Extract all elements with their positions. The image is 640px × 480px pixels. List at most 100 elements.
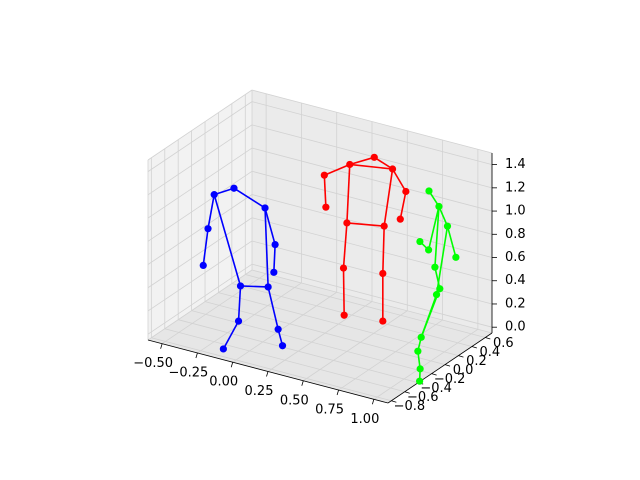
z-tick-label: 0.2	[505, 296, 526, 311]
joint-point	[320, 171, 328, 179]
grid-line-y-floor	[218, 292, 459, 356]
y-tick-label: 0.2	[466, 354, 487, 369]
joint-point	[271, 240, 279, 249]
bone-line	[233, 187, 266, 209]
joint-point	[425, 187, 433, 195]
x-tick-mark	[371, 399, 375, 405]
joint-point	[431, 263, 439, 271]
bone-line	[373, 156, 393, 170]
y-tick-mark	[404, 391, 410, 394]
joint-point	[443, 222, 452, 230]
joint-point	[416, 377, 424, 385]
bone-line	[323, 175, 327, 208]
joint-point	[230, 184, 238, 192]
y-tick-label: 0.0	[453, 363, 474, 378]
joint-point	[322, 203, 330, 211]
pane-edge	[147, 89, 253, 161]
x-tick-label: 0.00	[209, 375, 238, 390]
y-tick-label: −0.8	[394, 399, 426, 414]
joint-point	[379, 317, 387, 325]
x-tick-label: −0.50	[133, 356, 173, 371]
grid-line-x-floor	[197, 282, 302, 354]
bone-line	[264, 207, 276, 245]
grid-line-y-floor	[204, 301, 446, 365]
skeleton-1	[199, 184, 287, 353]
grid-line-z-left	[147, 194, 253, 265]
grid-line-x-floor	[232, 291, 337, 363]
z-tick-label: 0.4	[505, 273, 526, 288]
tick-labels: −0.50−0.250.000.250.500.751.00−0.8−0.6−0…	[133, 157, 525, 427]
bone-line	[324, 163, 351, 176]
x-tick-label: −0.25	[168, 365, 208, 380]
joint-point	[424, 246, 433, 254]
bone-line	[446, 225, 457, 258]
y-tick-mark	[431, 373, 437, 376]
pane-edge	[251, 269, 493, 334]
joint-point	[236, 282, 245, 290]
grid-line-z-back	[251, 263, 493, 328]
joint-point	[339, 264, 348, 272]
z-tick-label: 0.6	[505, 250, 526, 265]
joint-point	[274, 325, 282, 333]
bone-line	[264, 207, 269, 288]
bone-line	[342, 268, 345, 316]
x-tick-mark	[230, 362, 234, 368]
joint-point	[396, 215, 404, 223]
x-tick-label: 0.50	[280, 393, 309, 408]
joint-point	[417, 333, 425, 341]
grid-line-x-floor	[267, 301, 373, 372]
bone-line	[267, 286, 279, 330]
bone-line	[435, 226, 449, 295]
joint-point	[343, 219, 351, 227]
y-tick-label: −0.6	[407, 390, 439, 405]
grid-line-z-left	[147, 263, 253, 335]
y-axis-line	[387, 332, 493, 404]
grid-line-z-left	[147, 147, 253, 219]
x-tick-label: 0.75	[315, 403, 344, 418]
joint-point	[402, 187, 410, 196]
joint-point	[379, 269, 387, 278]
z-tick-label: 1.4	[505, 157, 526, 172]
bone-line	[202, 228, 209, 266]
z-tick-label: 1.0	[505, 204, 526, 219]
bone-line	[382, 226, 385, 274]
joint-point	[416, 237, 424, 246]
joint-point	[432, 291, 441, 299]
grid-lines	[147, 93, 493, 402]
x-tick-label: 0.25	[245, 384, 274, 399]
grid-line-y-floor	[164, 328, 405, 393]
joint-point	[435, 202, 443, 211]
bone-line	[391, 168, 407, 192]
pane-edge	[147, 269, 253, 341]
y-tick-mark	[458, 355, 464, 358]
joint-point	[414, 347, 422, 355]
bone-line	[240, 285, 269, 288]
bone-line	[399, 191, 407, 220]
bone-line	[237, 285, 242, 322]
joint-point	[204, 225, 212, 233]
joint-point	[278, 342, 287, 350]
x-tick-label: 1.00	[350, 412, 379, 427]
bone-line	[349, 156, 375, 166]
bone-line	[349, 163, 393, 170]
grid-line-x-floor	[373, 328, 479, 400]
y-tick-mark	[485, 337, 491, 340]
bone-line	[342, 222, 348, 269]
joint-point	[346, 160, 354, 169]
grid-line-z-back	[251, 240, 493, 305]
y-tick-mark	[391, 400, 397, 403]
grid-line-z-left	[147, 170, 253, 242]
grid-line-z-back	[251, 217, 493, 282]
bone-line	[222, 320, 240, 350]
joint-point	[388, 165, 397, 173]
grid-line-x-floor	[161, 273, 267, 345]
x-tick-mark	[160, 343, 163, 349]
grid-line-z-back	[251, 170, 493, 235]
bone-line	[213, 194, 242, 287]
y-tick-mark	[471, 346, 477, 349]
joint-point	[264, 283, 272, 291]
skeleton-3	[414, 187, 460, 385]
axis-lines	[147, 89, 493, 404]
joint-point	[210, 191, 218, 199]
